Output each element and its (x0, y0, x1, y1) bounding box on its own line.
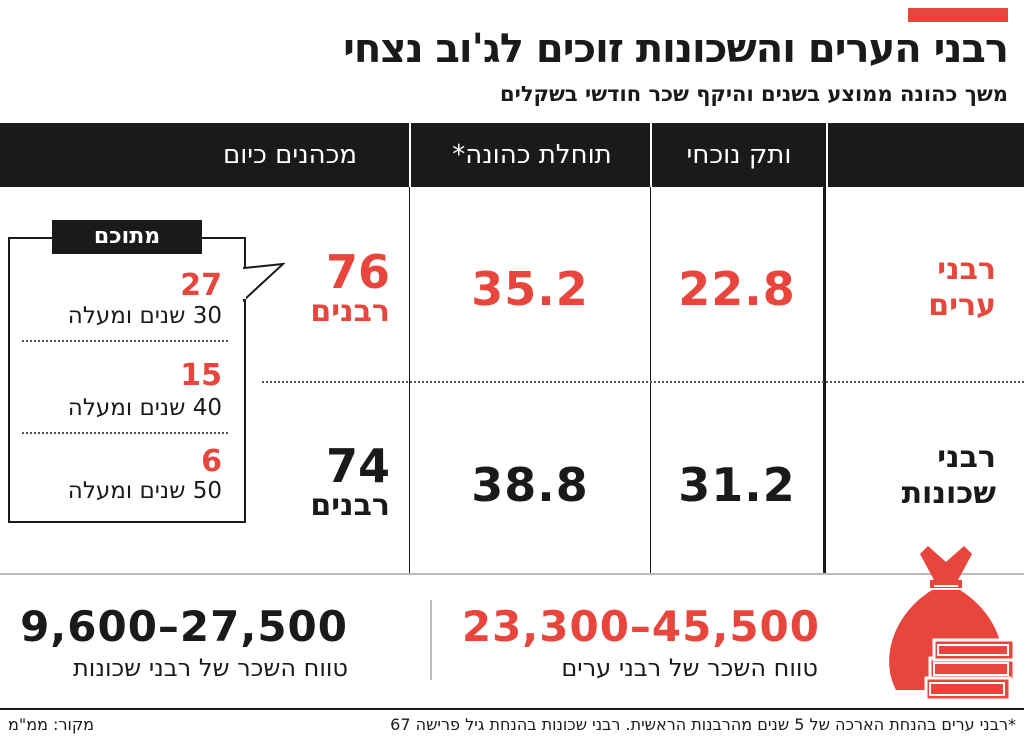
callout-value: 27 (180, 268, 222, 303)
callout-divider (22, 432, 228, 434)
callout-label: 50 שנים ומעלה (67, 478, 222, 504)
column-header-expected-tenure: תוחלת כהונה* (452, 140, 612, 170)
value-neighborhood-expected-tenure: 38.8 (471, 458, 589, 512)
row-label-line: רבני (937, 252, 996, 287)
value-neighborhood-count: 74 רבנים (260, 439, 390, 524)
table-header-bar (0, 123, 824, 187)
count-number: 74 (325, 439, 390, 493)
column-header-current-tenure: ותק נוכחי (686, 140, 792, 170)
section-divider (0, 573, 1024, 575)
value-city-count: 76 רבנים (260, 245, 390, 330)
row-label-line: שכונות (901, 476, 996, 511)
column-divider-thick (823, 123, 826, 573)
count-number: 76 (325, 245, 390, 299)
column-divider (409, 123, 410, 573)
salary-range-neighborhood: 9,600–27,500 (20, 602, 348, 651)
row-label-line: רבני (937, 440, 996, 475)
salary-label-city: טווח השכר של רבני ערים (561, 654, 818, 682)
chart-title: רבני הערים והשכונות זוכים לג'וב נצחי (343, 26, 1009, 72)
callout-value: 6 (201, 444, 222, 479)
row-label-line: ערים (928, 288, 996, 323)
chart-subtitle: משך כהונה ממוצע בשנים והיקף שכר חודשי בש… (500, 82, 1008, 106)
callout-pointer (243, 262, 285, 303)
header-gap (409, 123, 411, 187)
salary-divider (430, 600, 432, 680)
callout-value: 15 (180, 358, 222, 393)
column-header-current-count: מכהנים כיום (222, 140, 358, 170)
accent-bar (908, 8, 1008, 22)
callout-label: 30 שנים ומעלה (67, 303, 222, 329)
value-city-expected-tenure: 35.2 (471, 262, 589, 316)
value-neighborhood-current-tenure: 31.2 (678, 458, 796, 512)
count-unit: רבנים (310, 488, 390, 523)
money-bag-icon (889, 546, 1016, 702)
callout-label: 40 שנים ומעלה (67, 395, 222, 421)
footnote: *רבני ערים בהנחת הארכה של 5 שנים מהרבנות… (390, 715, 1016, 734)
column-divider (650, 123, 651, 573)
count-unit: רבנים (310, 294, 390, 329)
value-city-current-tenure: 22.8 (678, 262, 796, 316)
row-label-neighborhood-rabbis: רבני שכונות (826, 440, 996, 512)
source-note: מקור: ממ"מ (8, 715, 95, 734)
header-gap (650, 123, 652, 187)
row-divider (262, 381, 1024, 383)
table-header-bar-corner (828, 123, 1024, 187)
callout-divider (22, 340, 228, 342)
footer-divider (0, 708, 1024, 710)
row-label-city-rabbis: רבני ערים (846, 252, 996, 324)
salary-label-neighborhood: טווח השכר של רבני שכונות (73, 654, 348, 682)
callout-title: מתוכם (52, 220, 202, 254)
salary-range-city: 23,300–45,500 (461, 602, 820, 651)
